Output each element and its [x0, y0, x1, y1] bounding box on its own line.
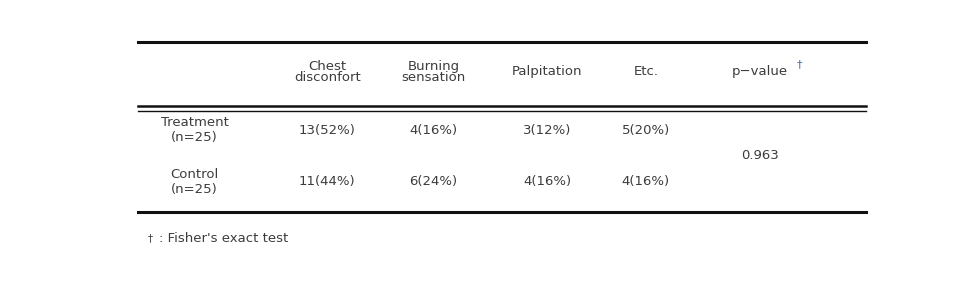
- Text: †: †: [795, 59, 801, 69]
- Text: Chest: Chest: [308, 60, 346, 73]
- Text: 3(12%): 3(12%): [522, 124, 571, 137]
- Text: 6(24%): 6(24%): [409, 175, 457, 188]
- Text: 13(52%): 13(52%): [298, 124, 355, 137]
- Text: 4(16%): 4(16%): [522, 175, 571, 188]
- Text: 0.963: 0.963: [740, 149, 778, 162]
- Text: 4(16%): 4(16%): [621, 175, 669, 188]
- Text: Palpitation: Palpitation: [511, 65, 582, 78]
- Text: Treatment
(n=25): Treatment (n=25): [160, 116, 228, 144]
- Text: : Fisher's exact test: : Fisher's exact test: [158, 232, 288, 245]
- Text: disconfort: disconfort: [293, 71, 360, 84]
- Text: 4(16%): 4(16%): [409, 124, 457, 137]
- Text: 11(44%): 11(44%): [298, 175, 355, 188]
- Text: p−value: p−value: [731, 65, 787, 78]
- Text: sensation: sensation: [401, 71, 466, 84]
- Text: Etc.: Etc.: [633, 65, 658, 78]
- Text: Burning: Burning: [407, 60, 459, 73]
- Text: Control
(n=25): Control (n=25): [170, 168, 218, 196]
- Text: 5(20%): 5(20%): [621, 124, 669, 137]
- Text: †: †: [148, 233, 153, 243]
